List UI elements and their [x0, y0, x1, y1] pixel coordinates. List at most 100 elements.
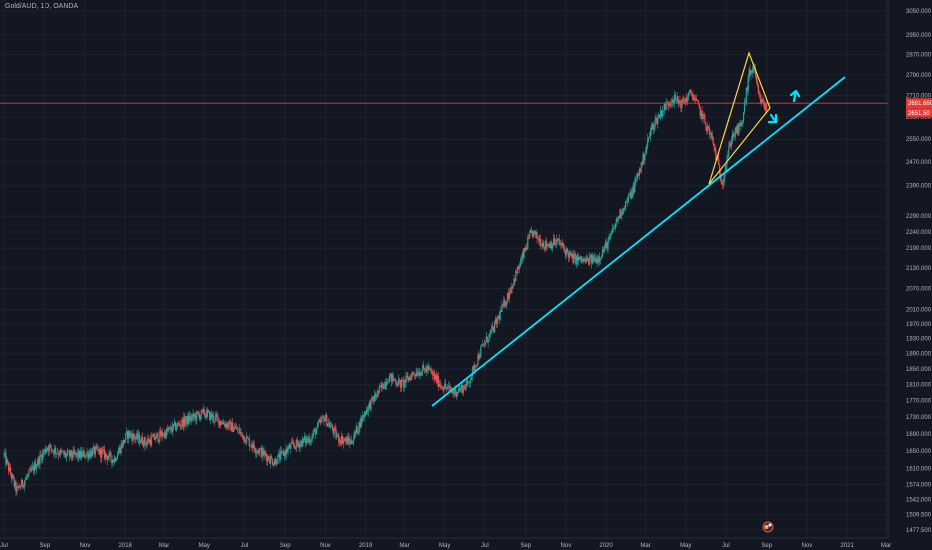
candle-body: [594, 257, 596, 259]
candle-body: [723, 173, 725, 182]
candle-body: [199, 415, 202, 420]
candle-body: [42, 452, 44, 461]
candle-body: [259, 447, 261, 450]
candle-body: [391, 375, 393, 382]
candle-body: [415, 372, 417, 376]
candle-body: [218, 418, 220, 426]
candle-body: [748, 69, 750, 78]
candle-body: [38, 457, 40, 465]
candle-body: [544, 240, 546, 249]
candle-body: [107, 457, 109, 461]
candle-body: [175, 427, 178, 431]
countdown-label: 2651.50: [908, 111, 930, 117]
candle-body: [302, 438, 304, 447]
candle-body: [523, 248, 525, 258]
candle-body: [97, 449, 99, 450]
candle-body: [375, 396, 378, 398]
candle-body: [707, 126, 709, 131]
candle-body: [18, 485, 20, 488]
candle-body: [81, 452, 83, 457]
candle-body: [69, 450, 71, 457]
candle-body: [19, 487, 21, 488]
candle-body: [468, 382, 470, 384]
price-axis[interactable]: 3050.000 2950.000 2870.000 2790.000 2710.000…: [906, 9, 932, 534]
candle-body: [625, 200, 628, 202]
candle-body: [89, 453, 91, 457]
candle-body: [43, 449, 46, 453]
hotlist-icon[interactable]: [762, 521, 774, 533]
candle-body: [318, 420, 320, 423]
candle-body: [525, 247, 527, 251]
candle-body: [741, 121, 743, 125]
candle-body: [346, 437, 348, 445]
candle-body: [746, 87, 748, 91]
candle-body: [150, 439, 152, 445]
candle-body: [500, 310, 502, 312]
candle-body: [68, 451, 71, 457]
candle-body: [519, 261, 522, 267]
time-tick-label: Nov: [802, 543, 813, 549]
candle-body: [294, 446, 297, 449]
candle-body: [685, 98, 688, 102]
price-tick-label: 1690.000: [906, 432, 932, 438]
candle-body: [471, 367, 474, 377]
candle-body: [580, 256, 582, 260]
candle-body: [167, 429, 169, 432]
current-price-label: 2681.660: [908, 101, 932, 107]
candle-body: [529, 230, 532, 233]
candle-body: [440, 386, 442, 387]
candle-body: [652, 124, 654, 130]
time-tick-label: Mar: [640, 543, 650, 549]
candle-body: [669, 102, 671, 106]
candle-body: [658, 114, 660, 118]
candle-body: [692, 95, 694, 101]
support-trendline[interactable]: [431, 76, 846, 407]
candle-body: [116, 455, 119, 460]
candle-body: [388, 375, 391, 382]
candle-body: [163, 432, 166, 436]
candle-body: [223, 423, 226, 427]
candle-body: [425, 367, 427, 373]
candle-body: [118, 447, 120, 452]
candle-body: [224, 423, 226, 427]
candle-body: [631, 194, 633, 199]
candle-body: [149, 439, 151, 443]
candle-body: [756, 81, 759, 86]
candle-body: [154, 439, 156, 440]
candle-body: [617, 216, 619, 222]
countdown-tag: [906, 108, 932, 118]
candle-body: [737, 125, 739, 134]
candle-body: [203, 408, 205, 415]
candle-body: [616, 219, 618, 222]
wedge-pattern[interactable]: [708, 51, 771, 185]
time-tick-label: Jul: [241, 543, 249, 549]
time-tick-label: Sep: [761, 543, 772, 549]
candle-body: [324, 419, 326, 422]
candle-body: [469, 382, 471, 384]
price-tick-label: 2710.000: [906, 94, 932, 100]
candle-body: [491, 326, 493, 331]
candle-body: [596, 258, 598, 264]
time-tick-label: May: [439, 543, 450, 549]
candle-body: [332, 429, 334, 434]
candle-body: [49, 444, 51, 446]
candle-body: [161, 431, 163, 437]
candle-body: [299, 443, 301, 448]
candle-body: [473, 365, 475, 371]
candle-body: [599, 256, 601, 260]
time-axis[interactable]: Jul Sep Nov 2018 Mar May Jul Sep Nov 2019 Mar May Ju…: [0, 543, 891, 549]
candle-body: [325, 415, 327, 420]
candle-body: [750, 70, 752, 76]
candle-body: [619, 209, 621, 219]
candle-body: [171, 430, 173, 432]
candle-body: [314, 429, 316, 431]
candle-body: [680, 104, 682, 108]
candle-body: [55, 448, 57, 454]
candle-body: [208, 411, 210, 412]
candle-body: [156, 433, 158, 435]
candle-body: [110, 452, 112, 460]
candle-body: [430, 369, 432, 372]
candle-body: [342, 440, 344, 444]
candle-body: [588, 259, 590, 265]
